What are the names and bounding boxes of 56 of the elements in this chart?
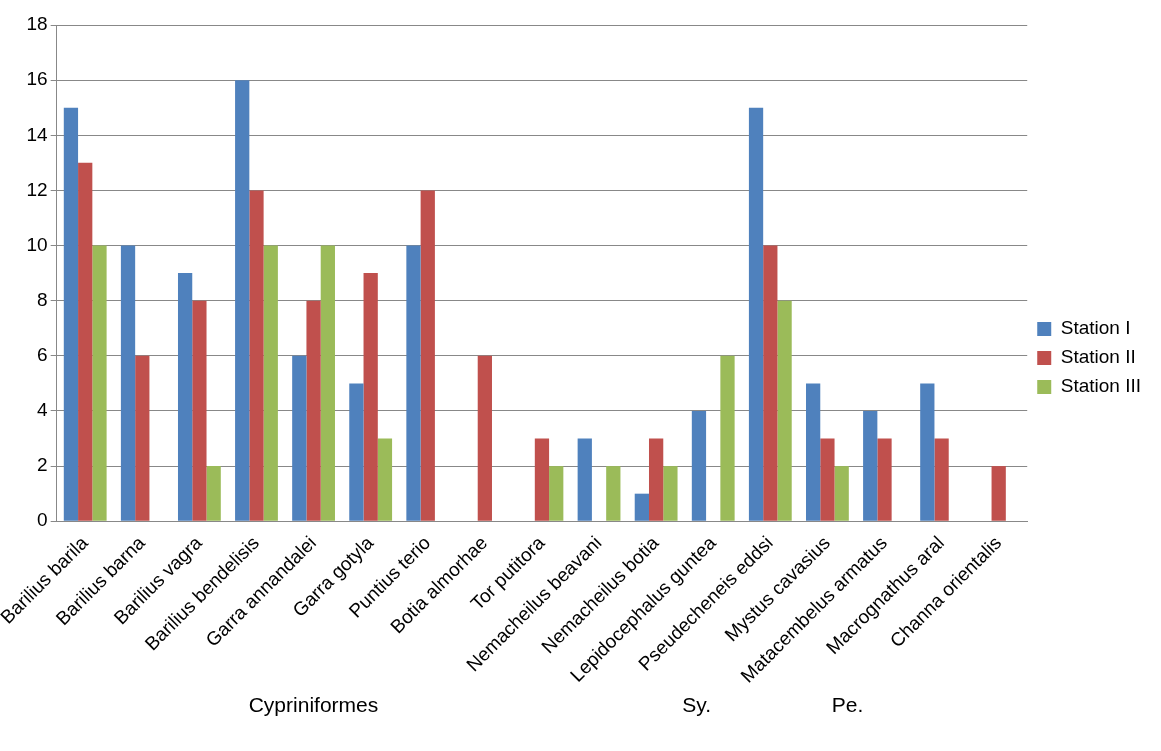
bar (834, 466, 849, 521)
text: Cypriniformes (248, 692, 379, 716)
bar (648, 438, 664, 521)
bar (863, 410, 878, 521)
legend-label: Station II (1060, 346, 1136, 368)
y-tick-label: 10 (26, 233, 48, 255)
bar (763, 245, 778, 521)
bar (349, 383, 364, 521)
y-tick-label: 2 (37, 454, 48, 476)
bar (777, 300, 792, 521)
bar (577, 438, 592, 521)
text: Pe. (831, 692, 864, 716)
bar (63, 107, 79, 521)
bar (135, 355, 150, 521)
bar (235, 80, 250, 521)
bar (720, 355, 735, 521)
bar (377, 438, 393, 521)
bar (877, 438, 892, 521)
bar (177, 273, 193, 521)
bar (192, 300, 207, 521)
bar (120, 245, 136, 521)
text: Sy. (682, 692, 711, 716)
bar (477, 355, 492, 521)
bar (306, 300, 321, 521)
bar (206, 466, 221, 521)
bar (363, 273, 378, 521)
bar (820, 438, 835, 521)
bar (806, 383, 821, 521)
bar (263, 245, 278, 521)
y-tick-label: 14 (26, 123, 49, 145)
y-tick-label: 8 (37, 288, 48, 310)
y-tick-label: 4 (37, 399, 49, 421)
legend-label: Station III (1060, 375, 1142, 397)
bar (420, 190, 435, 521)
bar (320, 245, 335, 521)
y-tick-label: 0 (37, 509, 48, 531)
y-tick-label: 16 (26, 68, 48, 90)
y-tick-label: 12 (26, 178, 48, 200)
bar (991, 466, 1006, 521)
bar (534, 438, 550, 521)
bar (920, 383, 935, 521)
y-tick-label: 18 (26, 13, 48, 35)
bar (634, 493, 649, 521)
bar (549, 466, 564, 521)
bar (406, 245, 421, 521)
bar (249, 190, 264, 521)
legend-label: Station I (1060, 317, 1131, 339)
bar (606, 466, 621, 521)
bar (78, 162, 93, 521)
bar (748, 107, 764, 521)
bar (292, 355, 307, 521)
bar (92, 245, 107, 521)
bar (934, 438, 949, 521)
bar (663, 466, 678, 521)
y-tick-label: 6 (37, 344, 48, 366)
bar (691, 410, 707, 521)
